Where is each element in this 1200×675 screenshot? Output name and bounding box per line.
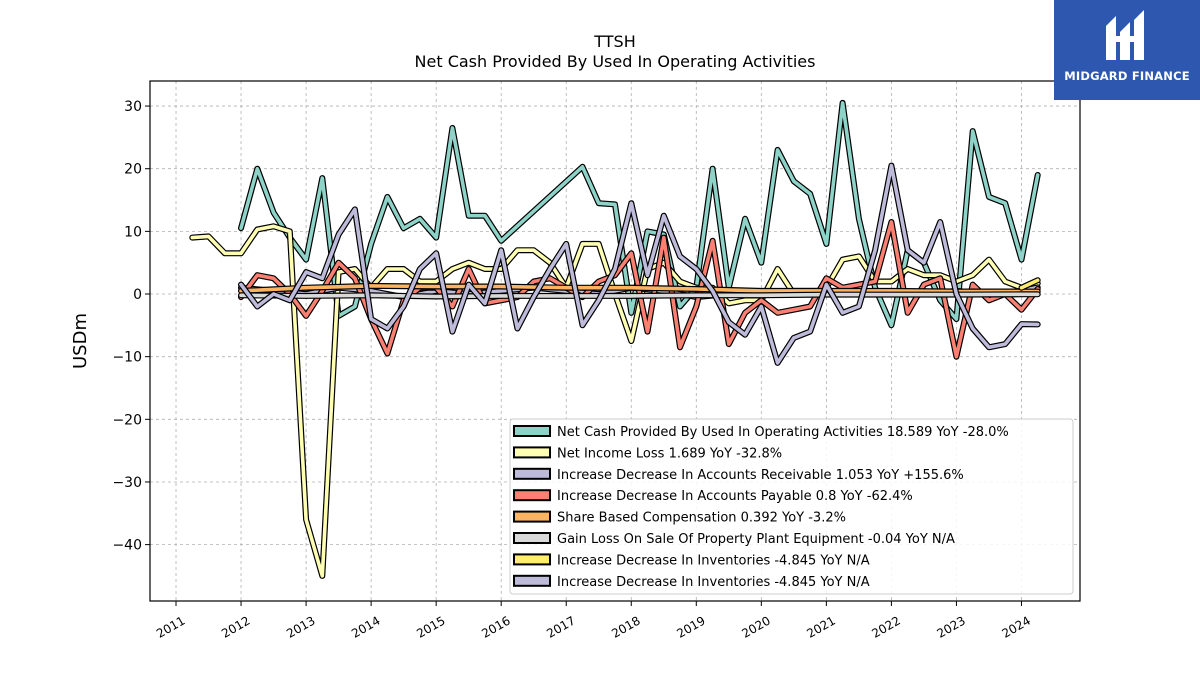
series-line <box>239 284 1040 294</box>
legend: Net Cash Provided By Used In Operating A… <box>509 418 1074 595</box>
legend-entry: Net Cash Provided By Used In Operating A… <box>557 425 1009 440</box>
brand-name: MIDGARD FINANCE <box>1064 69 1190 83</box>
y-tick-label: 30 <box>124 99 142 115</box>
x-tick-label: 2012 <box>219 613 252 640</box>
legend-swatch <box>513 446 551 459</box>
series-line <box>239 220 1040 359</box>
legend-entry: Increase Decrease In Accounts Receivable… <box>557 468 964 483</box>
x-tick-label: 2016 <box>479 613 512 640</box>
y-tick-label: −20 <box>112 412 142 428</box>
legend-entry: Share Based Compensation 0.392 YoY -3.2% <box>557 511 846 526</box>
series-lines <box>189 99 1041 579</box>
legend-swatch <box>513 489 551 502</box>
series-6 <box>1018 277 1041 291</box>
x-tick-label: 2011 <box>154 613 187 640</box>
legend-swatch <box>513 467 551 480</box>
series-line <box>239 163 1040 365</box>
x-tick-label: 2015 <box>414 613 447 640</box>
plot-frame <box>149 80 1081 602</box>
brand-logo: MIDGARD FINANCE <box>1054 0 1200 100</box>
x-tick-label: 2024 <box>1000 613 1033 640</box>
x-tick-label: 2017 <box>544 613 577 640</box>
x-tick-label: 2023 <box>934 613 967 640</box>
x-tick-label: 2018 <box>609 613 642 640</box>
y-tick-label: −30 <box>112 475 142 491</box>
y-axis-label: USDm <box>70 313 91 369</box>
chart-subtitle: Net Cash Provided By Used In Operating A… <box>415 52 816 71</box>
legend-swatch <box>513 553 551 566</box>
series-4 <box>238 282 1041 295</box>
series-5 <box>238 291 1041 300</box>
legend-entry: Gain Loss On Sale Of Property Plant Equi… <box>557 532 955 547</box>
legend-swatch <box>513 532 551 544</box>
chart-title: TTSH <box>593 32 635 51</box>
y-tick-label: 0 <box>133 287 142 303</box>
legend-entry: Increase Decrease In Inventories -4.845 … <box>557 575 870 590</box>
legend-box <box>509 418 1074 595</box>
series-7 <box>238 162 1041 366</box>
x-tick-label: 2014 <box>349 613 382 640</box>
x-tick-label: 2021 <box>804 613 837 640</box>
legend-entry: Net Income Loss 1.689 YoY -32.8% <box>557 446 782 461</box>
y-tick-label: −40 <box>112 538 142 554</box>
x-axis: 2011 2012 2013 2014 2015 2016 2017 2018 2019 2020… <box>154 601 1033 641</box>
series-line <box>1019 278 1040 290</box>
y-tick-label: 20 <box>124 162 142 178</box>
y-tick-label: 10 <box>124 224 142 240</box>
legend-swatch <box>513 574 551 587</box>
series-3 <box>238 219 1041 360</box>
y-tick-label: −10 <box>112 350 142 366</box>
midgard-logo-icon <box>1106 10 1144 60</box>
legend-entry: Increase Decrease In Inventories -4.845 … <box>557 553 870 568</box>
y-axis: 30 20 10 0 −10 −20 −30 −40 <box>112 99 150 554</box>
legend-swatch <box>513 510 551 523</box>
legend-swatch <box>513 425 551 437</box>
legend-entry: Increase Decrease In Accounts Payable 0.… <box>557 489 913 504</box>
x-tick-label: 2022 <box>869 613 902 640</box>
series-line <box>239 292 1040 299</box>
x-tick-label: 2019 <box>674 613 707 640</box>
x-tick-label: 2020 <box>739 613 772 640</box>
x-tick-label: 2013 <box>284 613 317 640</box>
